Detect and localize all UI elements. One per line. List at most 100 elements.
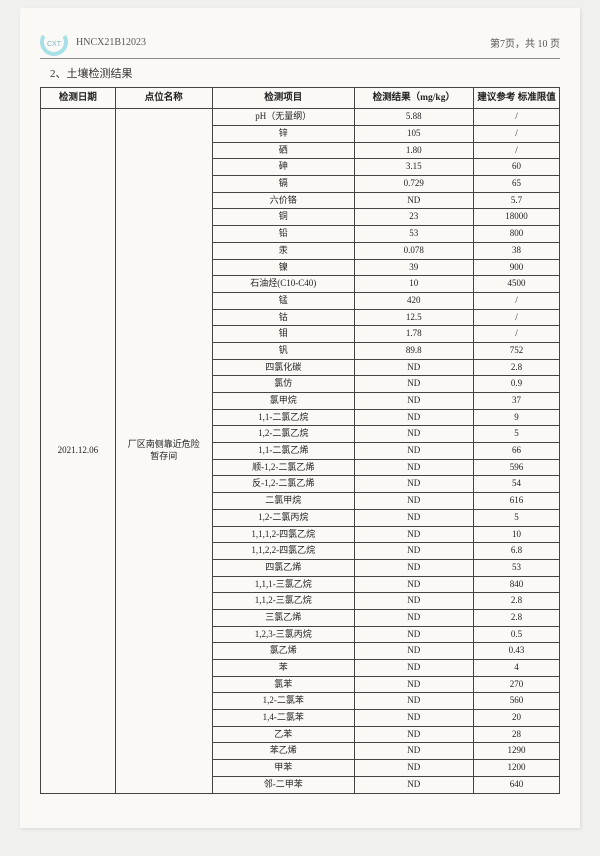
cell-reference: 840 xyxy=(474,576,560,593)
cell-result: 0.729 xyxy=(354,176,473,193)
header-item: 检测项目 xyxy=(212,88,354,109)
cell-item: 反-1,2-二氯乙烯 xyxy=(212,476,354,493)
cell-result: ND xyxy=(354,376,473,393)
cell-reference: 2.8 xyxy=(474,359,560,376)
document-id: HNCX21B12023 xyxy=(76,37,490,48)
cell-item: 甲苯 xyxy=(212,760,354,777)
header-result: 检测结果（mg/kg） xyxy=(354,88,473,109)
cell-reference: 2.8 xyxy=(474,593,560,610)
cell-reference: 616 xyxy=(474,493,560,510)
header-reference: 建议参考 标准限值 xyxy=(474,88,560,109)
cell-result: ND xyxy=(354,776,473,793)
cell-result: 0.078 xyxy=(354,242,473,259)
cell-reference: 65 xyxy=(474,176,560,193)
cell-reference: 4 xyxy=(474,660,560,677)
cell-result: 39 xyxy=(354,259,473,276)
cell-item: 乙苯 xyxy=(212,726,354,743)
cell-reference: 53 xyxy=(474,559,560,576)
cell-result: 10 xyxy=(354,276,473,293)
cell-reference: / xyxy=(474,142,560,159)
cell-result: ND xyxy=(354,726,473,743)
cell-item: 砷 xyxy=(212,159,354,176)
cell-reference: 900 xyxy=(474,259,560,276)
cell-reference: 752 xyxy=(474,342,560,359)
cell-result: ND xyxy=(354,192,473,209)
cell-item: 1,2-二氯苯 xyxy=(212,693,354,710)
cell-reference: 18000 xyxy=(474,209,560,226)
cell-item: pH（无量纲） xyxy=(212,109,354,126)
cell-reference: 0.9 xyxy=(474,376,560,393)
cell-result: 53 xyxy=(354,226,473,243)
cell-item: 铅 xyxy=(212,226,354,243)
cell-item: 1,2-二氯丙烷 xyxy=(212,509,354,526)
table-row: 2021.12.06厂区南侧靠近危险 暂存间pH（无量纲）5.88/ xyxy=(41,109,560,126)
cell-result: 89.8 xyxy=(354,342,473,359)
cell-result: ND xyxy=(354,710,473,727)
cell-result: ND xyxy=(354,509,473,526)
cell-item: 氯苯 xyxy=(212,676,354,693)
cell-result: ND xyxy=(354,660,473,677)
cell-result: ND xyxy=(354,526,473,543)
cell-reference: 0.5 xyxy=(474,626,560,643)
cell-reference: 560 xyxy=(474,693,560,710)
cell-reference: / xyxy=(474,126,560,143)
cell-item: 1,1-二氯乙烷 xyxy=(212,409,354,426)
cell-result: ND xyxy=(354,493,473,510)
section-title: 2、土壤检测结果 xyxy=(50,65,560,81)
cell-reference: 596 xyxy=(474,459,560,476)
cell-reference: 270 xyxy=(474,676,560,693)
cell-item: 四氯乙烯 xyxy=(212,559,354,576)
cell-reference: / xyxy=(474,292,560,309)
cell-result: ND xyxy=(354,609,473,626)
header-date: 检测日期 xyxy=(41,88,116,109)
cell-item: 邻-二甲苯 xyxy=(212,776,354,793)
document-page: CXT HNCX21B12023 第7页，共 10 页 2、土壤检测结果 检测日… xyxy=(20,8,580,828)
cell-reference: 5 xyxy=(474,426,560,443)
results-table: 检测日期 点位名称 检测项目 检测结果（mg/kg） 建议参考 标准限值 202… xyxy=(40,87,560,794)
cell-item: 苯 xyxy=(212,660,354,677)
cell-item: 镍 xyxy=(212,259,354,276)
cell-location: 厂区南侧靠近危险 暂存间 xyxy=(115,109,212,793)
cell-reference: 38 xyxy=(474,242,560,259)
cell-reference: 54 xyxy=(474,476,560,493)
cell-item: 镉 xyxy=(212,176,354,193)
cell-result: 1.80 xyxy=(354,142,473,159)
cell-date: 2021.12.06 xyxy=(41,109,116,793)
cell-reference: 0.43 xyxy=(474,643,560,660)
cell-reference: 640 xyxy=(474,776,560,793)
cell-result: ND xyxy=(354,409,473,426)
cell-result: ND xyxy=(354,443,473,460)
cell-result: ND xyxy=(354,459,473,476)
cell-result: ND xyxy=(354,393,473,410)
cell-item: 六价铬 xyxy=(212,192,354,209)
company-logo-icon: CXT xyxy=(40,28,68,56)
cell-item: 顺-1,2-二氯乙烯 xyxy=(212,459,354,476)
header: CXT HNCX21B12023 第7页，共 10 页 xyxy=(40,28,560,59)
cell-reference: 1200 xyxy=(474,760,560,777)
cell-reference: 60 xyxy=(474,159,560,176)
cell-reference: / xyxy=(474,309,560,326)
svg-text:CXT: CXT xyxy=(47,41,62,48)
cell-item: 1,4-二氯苯 xyxy=(212,710,354,727)
cell-result: ND xyxy=(354,559,473,576)
cell-result: ND xyxy=(354,626,473,643)
cell-reference: 9 xyxy=(474,409,560,426)
cell-item: 二氯甲烷 xyxy=(212,493,354,510)
cell-reference: 28 xyxy=(474,726,560,743)
cell-item: 四氯化碳 xyxy=(212,359,354,376)
cell-item: 1,1,2,2-四氯乙烷 xyxy=(212,543,354,560)
cell-result: ND xyxy=(354,743,473,760)
cell-result: ND xyxy=(354,693,473,710)
page-number: 第7页，共 10 页 xyxy=(490,35,560,50)
table-header-row: 检测日期 点位名称 检测项目 检测结果（mg/kg） 建议参考 标准限值 xyxy=(41,88,560,109)
cell-item: 钴 xyxy=(212,309,354,326)
header-location: 点位名称 xyxy=(115,88,212,109)
cell-item: 1,1,1-三氯乙烷 xyxy=(212,576,354,593)
cell-item: 1,1,2-三氯乙烷 xyxy=(212,593,354,610)
cell-reference: / xyxy=(474,326,560,343)
cell-reference: 4500 xyxy=(474,276,560,293)
cell-item: 氯仿 xyxy=(212,376,354,393)
cell-result: ND xyxy=(354,426,473,443)
cell-result: 12.5 xyxy=(354,309,473,326)
cell-item: 氯乙烯 xyxy=(212,643,354,660)
